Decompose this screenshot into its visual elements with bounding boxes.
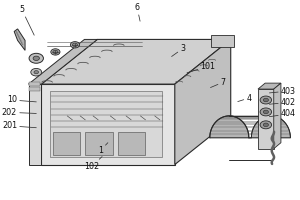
- Text: 201: 201: [2, 121, 36, 130]
- Circle shape: [263, 110, 268, 114]
- Text: 102: 102: [84, 157, 102, 171]
- Circle shape: [33, 56, 39, 60]
- Text: 3: 3: [172, 44, 185, 56]
- Text: 403: 403: [269, 87, 296, 96]
- Text: 202: 202: [2, 108, 36, 117]
- Polygon shape: [211, 35, 234, 47]
- Circle shape: [72, 43, 77, 47]
- Text: 7: 7: [211, 78, 226, 88]
- Circle shape: [29, 53, 44, 63]
- Text: 402: 402: [269, 98, 296, 107]
- Circle shape: [263, 123, 268, 127]
- Text: 4: 4: [238, 94, 251, 103]
- Text: 101: 101: [187, 62, 216, 73]
- Circle shape: [263, 98, 268, 102]
- Polygon shape: [50, 91, 162, 157]
- Text: 10: 10: [7, 95, 36, 104]
- Circle shape: [51, 49, 60, 55]
- Circle shape: [260, 96, 272, 104]
- Circle shape: [260, 121, 272, 129]
- Polygon shape: [41, 39, 231, 84]
- Polygon shape: [258, 89, 274, 149]
- Text: 5: 5: [19, 5, 34, 35]
- Polygon shape: [258, 83, 281, 89]
- Text: 1: 1: [98, 143, 108, 155]
- Polygon shape: [41, 84, 175, 165]
- Polygon shape: [53, 132, 80, 155]
- Polygon shape: [85, 132, 112, 155]
- Polygon shape: [28, 39, 97, 84]
- Polygon shape: [175, 39, 231, 165]
- Circle shape: [70, 42, 80, 48]
- Circle shape: [260, 108, 272, 116]
- Polygon shape: [28, 84, 41, 165]
- Text: 404: 404: [269, 109, 296, 118]
- Polygon shape: [210, 116, 290, 138]
- Polygon shape: [118, 132, 145, 155]
- Text: 6: 6: [135, 3, 140, 21]
- Polygon shape: [274, 83, 281, 149]
- Polygon shape: [28, 82, 40, 86]
- Circle shape: [31, 68, 42, 76]
- Circle shape: [34, 71, 38, 74]
- Polygon shape: [14, 29, 25, 50]
- Polygon shape: [28, 87, 40, 91]
- Circle shape: [53, 50, 58, 54]
